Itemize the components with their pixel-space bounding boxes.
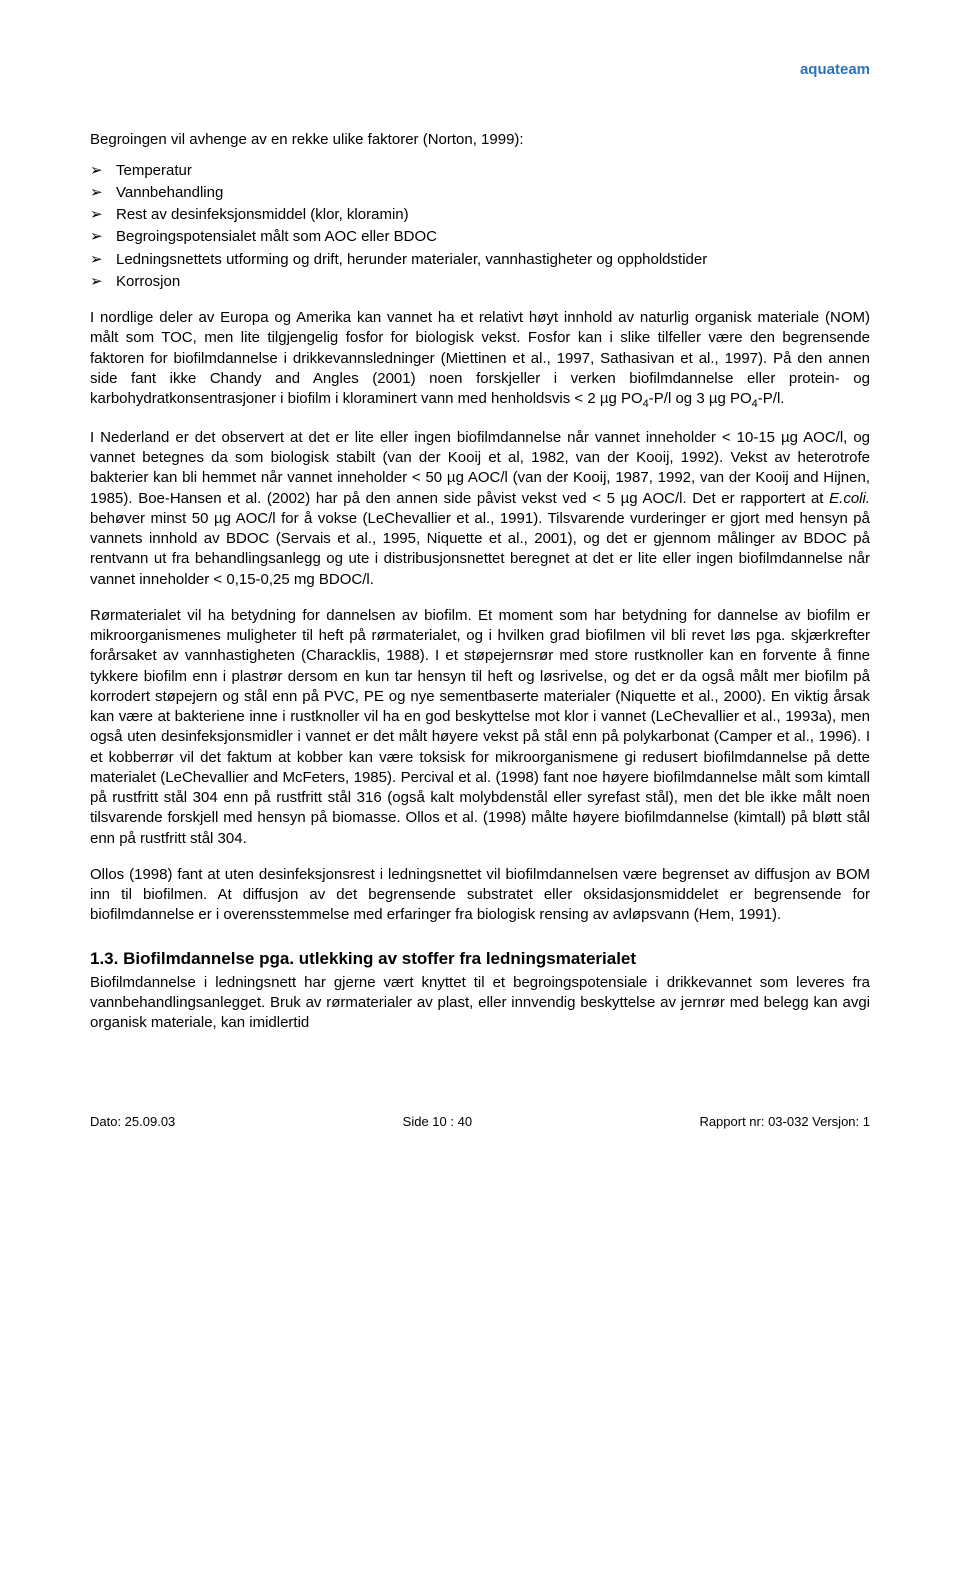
footer-page: Side 10 : 40	[403, 1113, 472, 1131]
text: I Nederland er det observert at det er l…	[90, 429, 870, 507]
footer-report: Rapport nr: 03-032 Versjon: 1	[699, 1113, 870, 1131]
text: -P/l.	[758, 390, 785, 407]
brand-header: aquateam	[90, 60, 870, 80]
text: -P/l og 3 µg PO	[649, 390, 752, 407]
italic-text: E.coli.	[829, 490, 870, 507]
text: I nordlige deler av Europa og Amerika ka…	[90, 309, 870, 407]
list-item: Rest av desinfeksjonsmiddel (klor, klora…	[90, 205, 870, 225]
factor-list: Temperatur Vannbehandling Rest av desinf…	[90, 161, 870, 293]
paragraph-1: I nordlige deler av Europa og Amerika ka…	[90, 308, 870, 412]
paragraph-3: Rørmaterialet vil ha betydning for danne…	[90, 606, 870, 849]
footer-date: Dato: 25.09.03	[90, 1113, 175, 1131]
intro-text: Begroingen vil avhenge av en rekke ulike…	[90, 130, 870, 150]
list-item: Ledningsnettets utforming og drift, heru…	[90, 250, 870, 270]
list-item: Temperatur	[90, 161, 870, 181]
paragraph-5: Biofilmdannelse i ledningsnett har gjern…	[90, 973, 870, 1034]
section-heading: 1.3. Biofilmdannelse pga. utlekking av s…	[90, 948, 870, 971]
list-item: Korrosjon	[90, 272, 870, 292]
list-item: Begroingspotensialet målt som AOC eller …	[90, 227, 870, 247]
paragraph-4: Ollos (1998) fant at uten desinfeksjonsr…	[90, 865, 870, 926]
page-footer: Dato: 25.09.03 Side 10 : 40 Rapport nr: …	[90, 1113, 870, 1131]
paragraph-2: I Nederland er det observert at det er l…	[90, 428, 870, 590]
text: behøver minst 50 µg AOC/l for å vokse (L…	[90, 510, 870, 588]
list-item: Vannbehandling	[90, 183, 870, 203]
